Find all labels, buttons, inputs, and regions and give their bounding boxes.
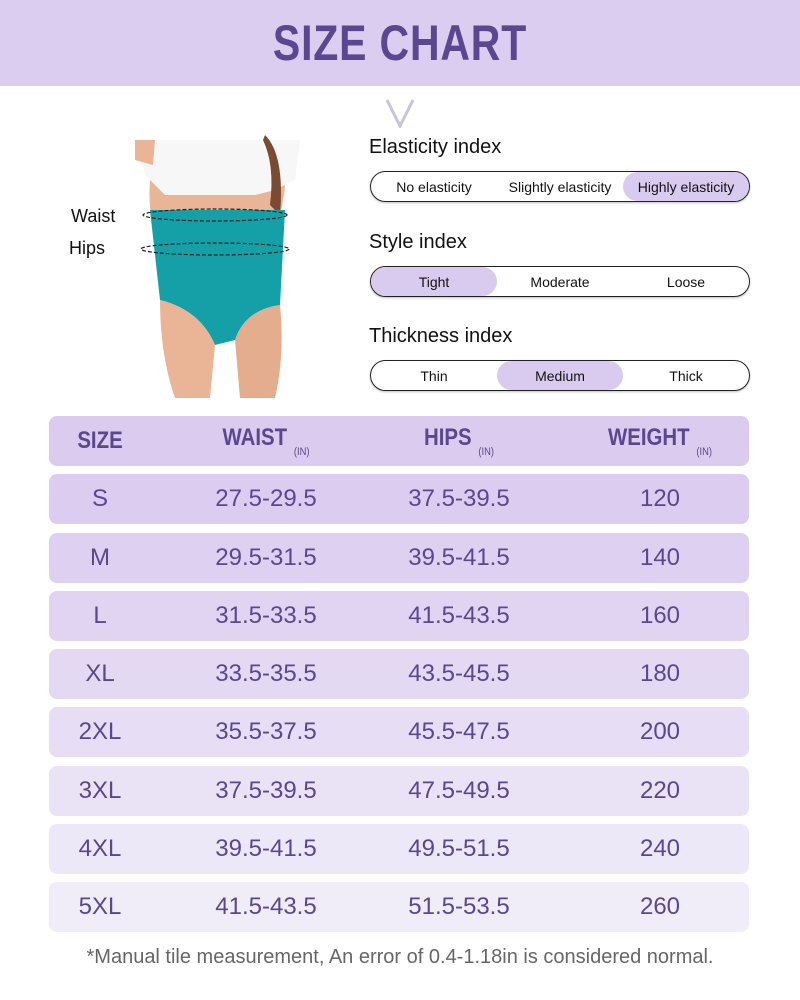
- title-banner: [0, 0, 800, 86]
- table-row: 4XL 39.5-41.5 49.5-51.5 240: [49, 824, 749, 874]
- thickness-option-selected: Medium: [497, 361, 623, 390]
- table-cell: 47.5-49.5: [408, 777, 510, 804]
- style-option-selected: Tight: [371, 267, 497, 296]
- table-cell: 200: [639, 718, 681, 745]
- table-cell: 2XL: [78, 718, 122, 745]
- table-row: S 27.5-29.5 37.5-39.5 120: [49, 474, 749, 524]
- table-cell: 37.5-39.5: [408, 485, 510, 512]
- page-title: SIZE CHART: [272, 15, 528, 71]
- chevron-down-icon: [385, 99, 415, 128]
- table-cell: 260: [639, 893, 681, 920]
- table-cell: 41.5-43.5: [215, 893, 317, 920]
- column-header-label: WAIST: [222, 424, 288, 451]
- column-header: WAIST (IN): [181, 424, 351, 458]
- style-option: Loose: [666, 273, 706, 290]
- table-cell: 51.5-53.5: [408, 893, 510, 920]
- column-unit: (IN): [696, 446, 712, 458]
- column-header-label: HIPS: [424, 424, 472, 451]
- table-cell: 35.5-37.5: [215, 718, 317, 745]
- column-header: WEIGHT (IN): [575, 424, 745, 458]
- style-index-label: Style index: [369, 231, 467, 253]
- table-cell: 220: [639, 777, 681, 804]
- table-row: M 29.5-31.5 39.5-41.5 140: [49, 533, 749, 583]
- column-header-label: WEIGHT: [608, 424, 690, 451]
- table-header-row: SIZE WAIST (IN) HIPS (IN) WEIGHT (IN): [49, 416, 749, 466]
- table-cell: 140: [639, 544, 681, 571]
- table-cell: 33.5-35.5: [215, 660, 317, 687]
- table-cell: XL: [85, 660, 115, 687]
- column-unit: (IN): [478, 446, 494, 458]
- table-cell: L: [93, 602, 107, 629]
- style-index-scale: Tight Moderate Loose: [370, 266, 750, 297]
- table-cell: M: [90, 544, 110, 571]
- table-cell: 5XL: [78, 893, 122, 920]
- elasticity-option: No elasticity: [396, 178, 472, 195]
- table-cell: 27.5-29.5: [215, 485, 317, 512]
- table-cell: 45.5-47.5: [408, 718, 510, 745]
- table-cell: 120: [639, 485, 681, 512]
- column-unit: (IN): [293, 446, 310, 458]
- table-cell: 37.5-39.5: [215, 777, 317, 804]
- table-row: 5XL 41.5-43.5 51.5-53.5 260: [49, 882, 749, 932]
- waist-label: Waist: [71, 206, 116, 226]
- table-cell: 41.5-43.5: [408, 602, 510, 629]
- table-cell: 180: [639, 660, 681, 687]
- elasticity-index-label: Elasticity index: [369, 136, 502, 158]
- table-row: L 31.5-33.5 41.5-43.5 160: [49, 591, 749, 641]
- column-header: HIPS (IN): [374, 424, 544, 458]
- hips-label: Hips: [69, 238, 106, 258]
- table-cell: 39.5-41.5: [408, 544, 510, 571]
- column-header: SIZE: [15, 427, 185, 455]
- column-header-label: SIZE: [77, 427, 123, 454]
- table-cell: 3XL: [78, 777, 122, 804]
- thickness-option: Thin: [420, 367, 448, 384]
- table-row: XL 33.5-35.5 43.5-45.5 180: [49, 649, 749, 699]
- table-cell: 43.5-45.5: [408, 660, 510, 687]
- table-row: 2XL 35.5-37.5 45.5-47.5 200: [49, 707, 749, 757]
- elasticity-option-selected: Highly elasticity: [623, 172, 749, 201]
- table-cell: 49.5-51.5: [408, 835, 510, 862]
- style-option: Moderate: [530, 273, 590, 290]
- thickness-option: Thick: [669, 367, 703, 384]
- model-photo: [135, 135, 300, 398]
- table-cell: 29.5-31.5: [215, 544, 317, 571]
- thickness-index-scale: Thin Medium Thick: [370, 360, 750, 391]
- table-cell: 39.5-41.5: [215, 835, 317, 862]
- thickness-index-label: Thickness index: [369, 325, 513, 347]
- footnote: *Manual tile measurement, An error of 0.…: [86, 946, 714, 968]
- elasticity-option: Slightly elasticity: [508, 178, 612, 195]
- table-cell: 4XL: [78, 835, 122, 862]
- table-cell: 31.5-33.5: [215, 602, 317, 629]
- table-row: 3XL 37.5-39.5 47.5-49.5 220: [49, 766, 749, 816]
- elasticity-index-scale: No elasticity Slightly elasticity Highly…: [370, 171, 750, 202]
- table-cell: S: [91, 485, 108, 512]
- table-cell: 160: [639, 602, 681, 629]
- table-cell: 240: [639, 835, 681, 862]
